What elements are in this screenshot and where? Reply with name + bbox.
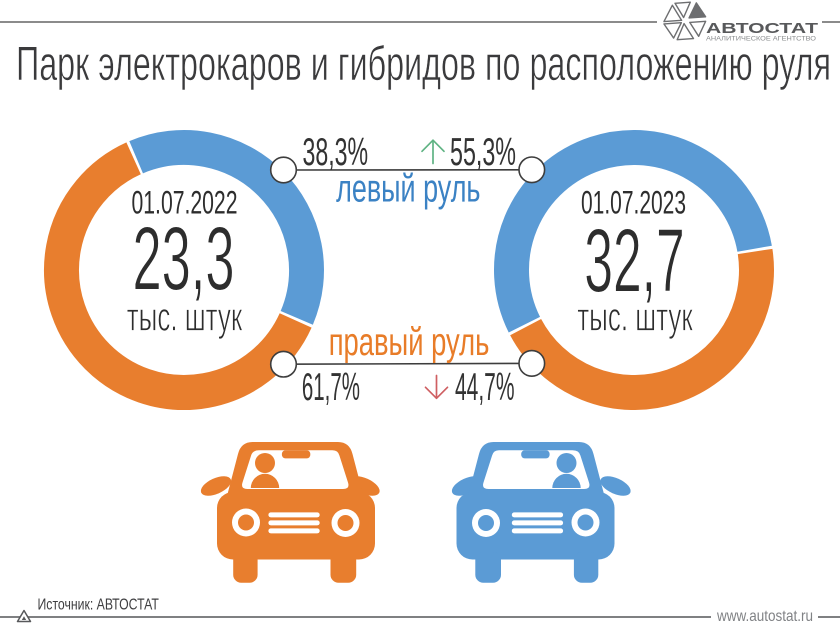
svg-text:Источник: АВТОСТАТ: Источник: АВТОСТАТ — [38, 597, 160, 614]
svg-text:тыс. штук: тыс. штук — [127, 295, 243, 339]
svg-text:55,3%: 55,3% — [450, 131, 516, 174]
svg-text:www.autostat.ru: www.autostat.ru — [716, 608, 813, 625]
svg-text:38,3%: 38,3% — [303, 131, 369, 174]
svg-text:01.07.2022: 01.07.2022 — [132, 185, 238, 221]
svg-text:АВТОСТАТ: АВТОСТАТ — [706, 20, 818, 37]
svg-text:левый руль: левый руль — [336, 168, 480, 211]
svg-text:Парк электрокаров и гибридов п: Парк электрокаров и гибридов по располож… — [16, 37, 831, 91]
svg-text:32,7: 32,7 — [584, 211, 685, 311]
svg-text:АНАЛИТИЧЕСКОЕ АГЕНТСТВО: АНАЛИТИЧЕСКОЕ АГЕНТСТВО — [706, 36, 816, 43]
svg-text:44,7%: 44,7% — [455, 366, 515, 409]
svg-text:тыс. штук: тыс. штук — [577, 295, 693, 339]
svg-text:01.07.2023: 01.07.2023 — [581, 185, 686, 221]
svg-text:23,3: 23,3 — [133, 209, 235, 309]
svg-text:61,7%: 61,7% — [302, 366, 360, 409]
svg-text:правый руль: правый руль — [329, 321, 490, 364]
